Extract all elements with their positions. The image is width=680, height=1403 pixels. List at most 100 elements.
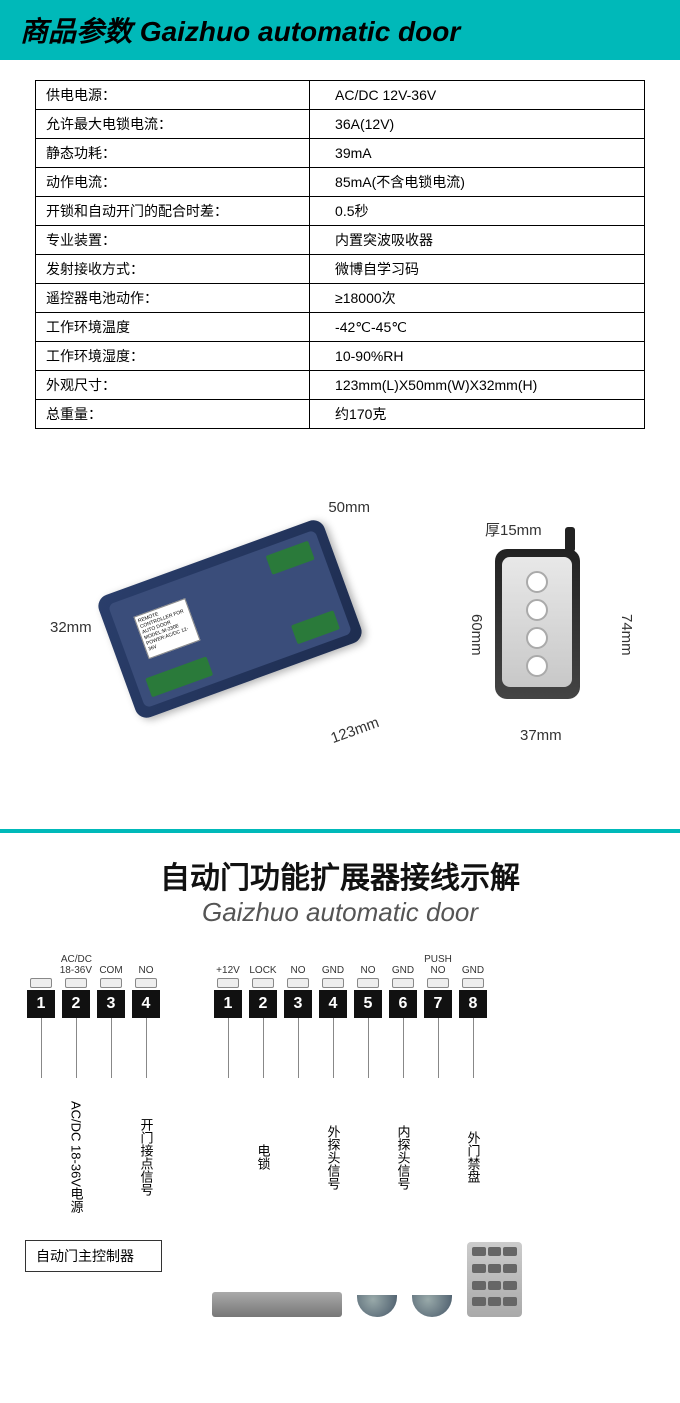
screw-icon — [427, 978, 449, 988]
terminal-slot: 1 — [25, 976, 57, 1232]
terminal-number: 2 — [62, 990, 90, 1018]
section2-header: 自动门功能扩展器接线示解 Gaizhuo automatic door — [0, 829, 680, 938]
left-header-no: NO — [130, 948, 162, 976]
pcb-label: REMOTE CONTROLLER FOR AUTO DOORMODEL:M-2… — [133, 598, 200, 659]
terminal-desc: 内探头信号 — [394, 1082, 413, 1232]
terminal-number: 6 — [389, 990, 417, 1018]
spec-key: 遥控器电池动作： — [36, 284, 310, 313]
wire-line — [473, 1018, 474, 1078]
left-header-com: COM — [95, 948, 127, 976]
wire-line — [263, 1018, 264, 1078]
terminal-number: 1 — [27, 990, 55, 1018]
terminal-slot: LOCK2电锁 — [247, 948, 279, 1232]
wire-line — [228, 1018, 229, 1078]
wire-line — [41, 1018, 42, 1078]
spec-key: 供电电源： — [36, 81, 310, 110]
right-terminal-group: +12V1LOCK2电锁NO3GND4外探头信号NO5 GND 6 内探头信号 PUSH… — [212, 948, 522, 1317]
wire-line — [333, 1018, 334, 1078]
title-cn: 商品参数 — [20, 16, 132, 47]
terminal-top-label: GND — [322, 948, 344, 976]
device-row — [212, 1242, 522, 1317]
remote-btn-2 — [526, 599, 548, 621]
screw-icon — [100, 978, 122, 988]
terminal-slot: NO3 — [282, 948, 314, 1232]
terminal-top-label: NO — [291, 948, 306, 976]
specs-table: 供电电源：AC/DC 12V-36V允许最大电锁电流：36A(12V)静态功耗：… — [35, 80, 645, 429]
spec-row: 总重量：约170克 — [36, 400, 645, 429]
screw-icon — [287, 978, 309, 988]
spec-value: ≥18000次 — [310, 284, 645, 313]
spec-key: 外观尺寸： — [36, 371, 310, 400]
terminal-slot: GND 6 内探头信号 — [387, 948, 419, 1232]
terminal-number: 7 — [424, 990, 452, 1018]
terminal-slot: 4开门接点信号 — [130, 976, 162, 1232]
page-title: 商品参数 Gaizhuo automatic door — [20, 10, 660, 50]
screw-icon — [252, 978, 274, 988]
wire-line — [146, 1018, 147, 1078]
spec-value: 10-90%RH — [310, 342, 645, 371]
wiring-diagram: AC/DC 18-36V COM NO 12AC/DC 18-36V电源34开门… — [0, 938, 680, 1327]
terminal-number: 3 — [97, 990, 125, 1018]
spec-row: 允许最大电锁电流：36A(12V) — [36, 110, 645, 139]
controller-figure: 32mm 50mm 123mm REMOTE CONTROLLER FOR AU… — [50, 489, 390, 769]
terminal-desc: 外门禁盘 — [464, 1082, 483, 1232]
wire-line — [368, 1018, 369, 1078]
dim-thickness: 厚15mm — [485, 519, 542, 540]
terminal-slot: +12V1 — [212, 948, 244, 1232]
terminal-number: 1 — [214, 990, 242, 1018]
spec-value: 123mm(L)X50mm(W)X32mm(H) — [310, 371, 645, 400]
terminal-desc: 开门接点信号 — [137, 1082, 156, 1232]
wire-line — [438, 1018, 439, 1078]
terminal-slot: PUSH NO 7 — [422, 948, 454, 1232]
spec-value: -42℃-45℃ — [310, 313, 645, 342]
remote-figure: 厚15mm 74mm 60mm 37mm — [450, 499, 630, 759]
spec-key: 工作环境温度 — [36, 313, 310, 342]
wire-line — [76, 1018, 77, 1078]
terminal-top-label: PUSH NO — [422, 948, 454, 976]
spec-row: 遥控器电池动作：≥18000次 — [36, 284, 645, 313]
terminal-slot: 3 — [95, 976, 127, 1232]
screw-icon — [217, 978, 239, 988]
section2-title-cn: 自动门功能扩展器接线示解 — [0, 853, 680, 897]
terminal-top-label: GND — [392, 948, 414, 976]
pcb: REMOTE CONTROLLER FOR AUTO DOORMODEL:M-2… — [108, 530, 352, 709]
terminal-desc: 外探头信号 — [324, 1082, 343, 1232]
dim-remote-w: 37mm — [520, 727, 562, 744]
terminal-slot: 2 AC/DC 18-36V电源 — [60, 976, 92, 1232]
dim-length: 123mm — [329, 714, 382, 747]
spec-row: 发射接收方式：微博自学习码 — [36, 255, 645, 284]
wire-line — [403, 1018, 404, 1078]
terminal-bl — [145, 656, 213, 697]
terminal-slot: GND4外探头信号 — [317, 948, 349, 1232]
spec-value: 0.5秒 — [310, 197, 645, 226]
terminal-top-label: LOCK — [249, 948, 276, 976]
spec-row: 专业装置：内置突波吸收器 — [36, 226, 645, 255]
screw-icon — [357, 978, 379, 988]
spec-value: 内置突波吸收器 — [310, 226, 645, 255]
spec-row: 动作电流：85mA(不含电锁电流) — [36, 168, 645, 197]
spec-row: 开锁和自动开门的配合时差：0.5秒 — [36, 197, 645, 226]
header-band: 商品参数 Gaizhuo automatic door — [0, 0, 680, 60]
terminal-desc: 电锁 — [254, 1082, 273, 1232]
screw-icon — [30, 978, 52, 988]
spec-key: 允许最大电锁电流： — [36, 110, 310, 139]
spec-key: 开锁和自动开门的配合时差： — [36, 197, 310, 226]
spec-value: 微博自学习码 — [310, 255, 645, 284]
screw-icon — [135, 978, 157, 988]
terminal-top-label: GND — [462, 948, 484, 976]
terminal-number: 8 — [459, 990, 487, 1018]
terminal-slot: NO5 — [352, 948, 384, 1232]
maglock-icon — [212, 1292, 342, 1317]
terminal-top-label: NO — [361, 948, 376, 976]
screw-icon — [322, 978, 344, 988]
spec-key: 发射接收方式： — [36, 255, 310, 284]
spec-value: 约170克 — [310, 400, 645, 429]
spec-key: 工作环境湿度： — [36, 342, 310, 371]
remote-btn-4 — [526, 655, 548, 677]
product-images: 32mm 50mm 123mm REMOTE CONTROLLER FOR AU… — [0, 449, 680, 829]
terminal-desc: AC/DC 18-36V电源 — [67, 1082, 86, 1232]
dim-inner-h: 60mm — [468, 614, 485, 656]
spec-row: 供电电源：AC/DC 12V-36V — [36, 81, 645, 110]
spec-key: 专业装置： — [36, 226, 310, 255]
screw-icon — [462, 978, 484, 988]
